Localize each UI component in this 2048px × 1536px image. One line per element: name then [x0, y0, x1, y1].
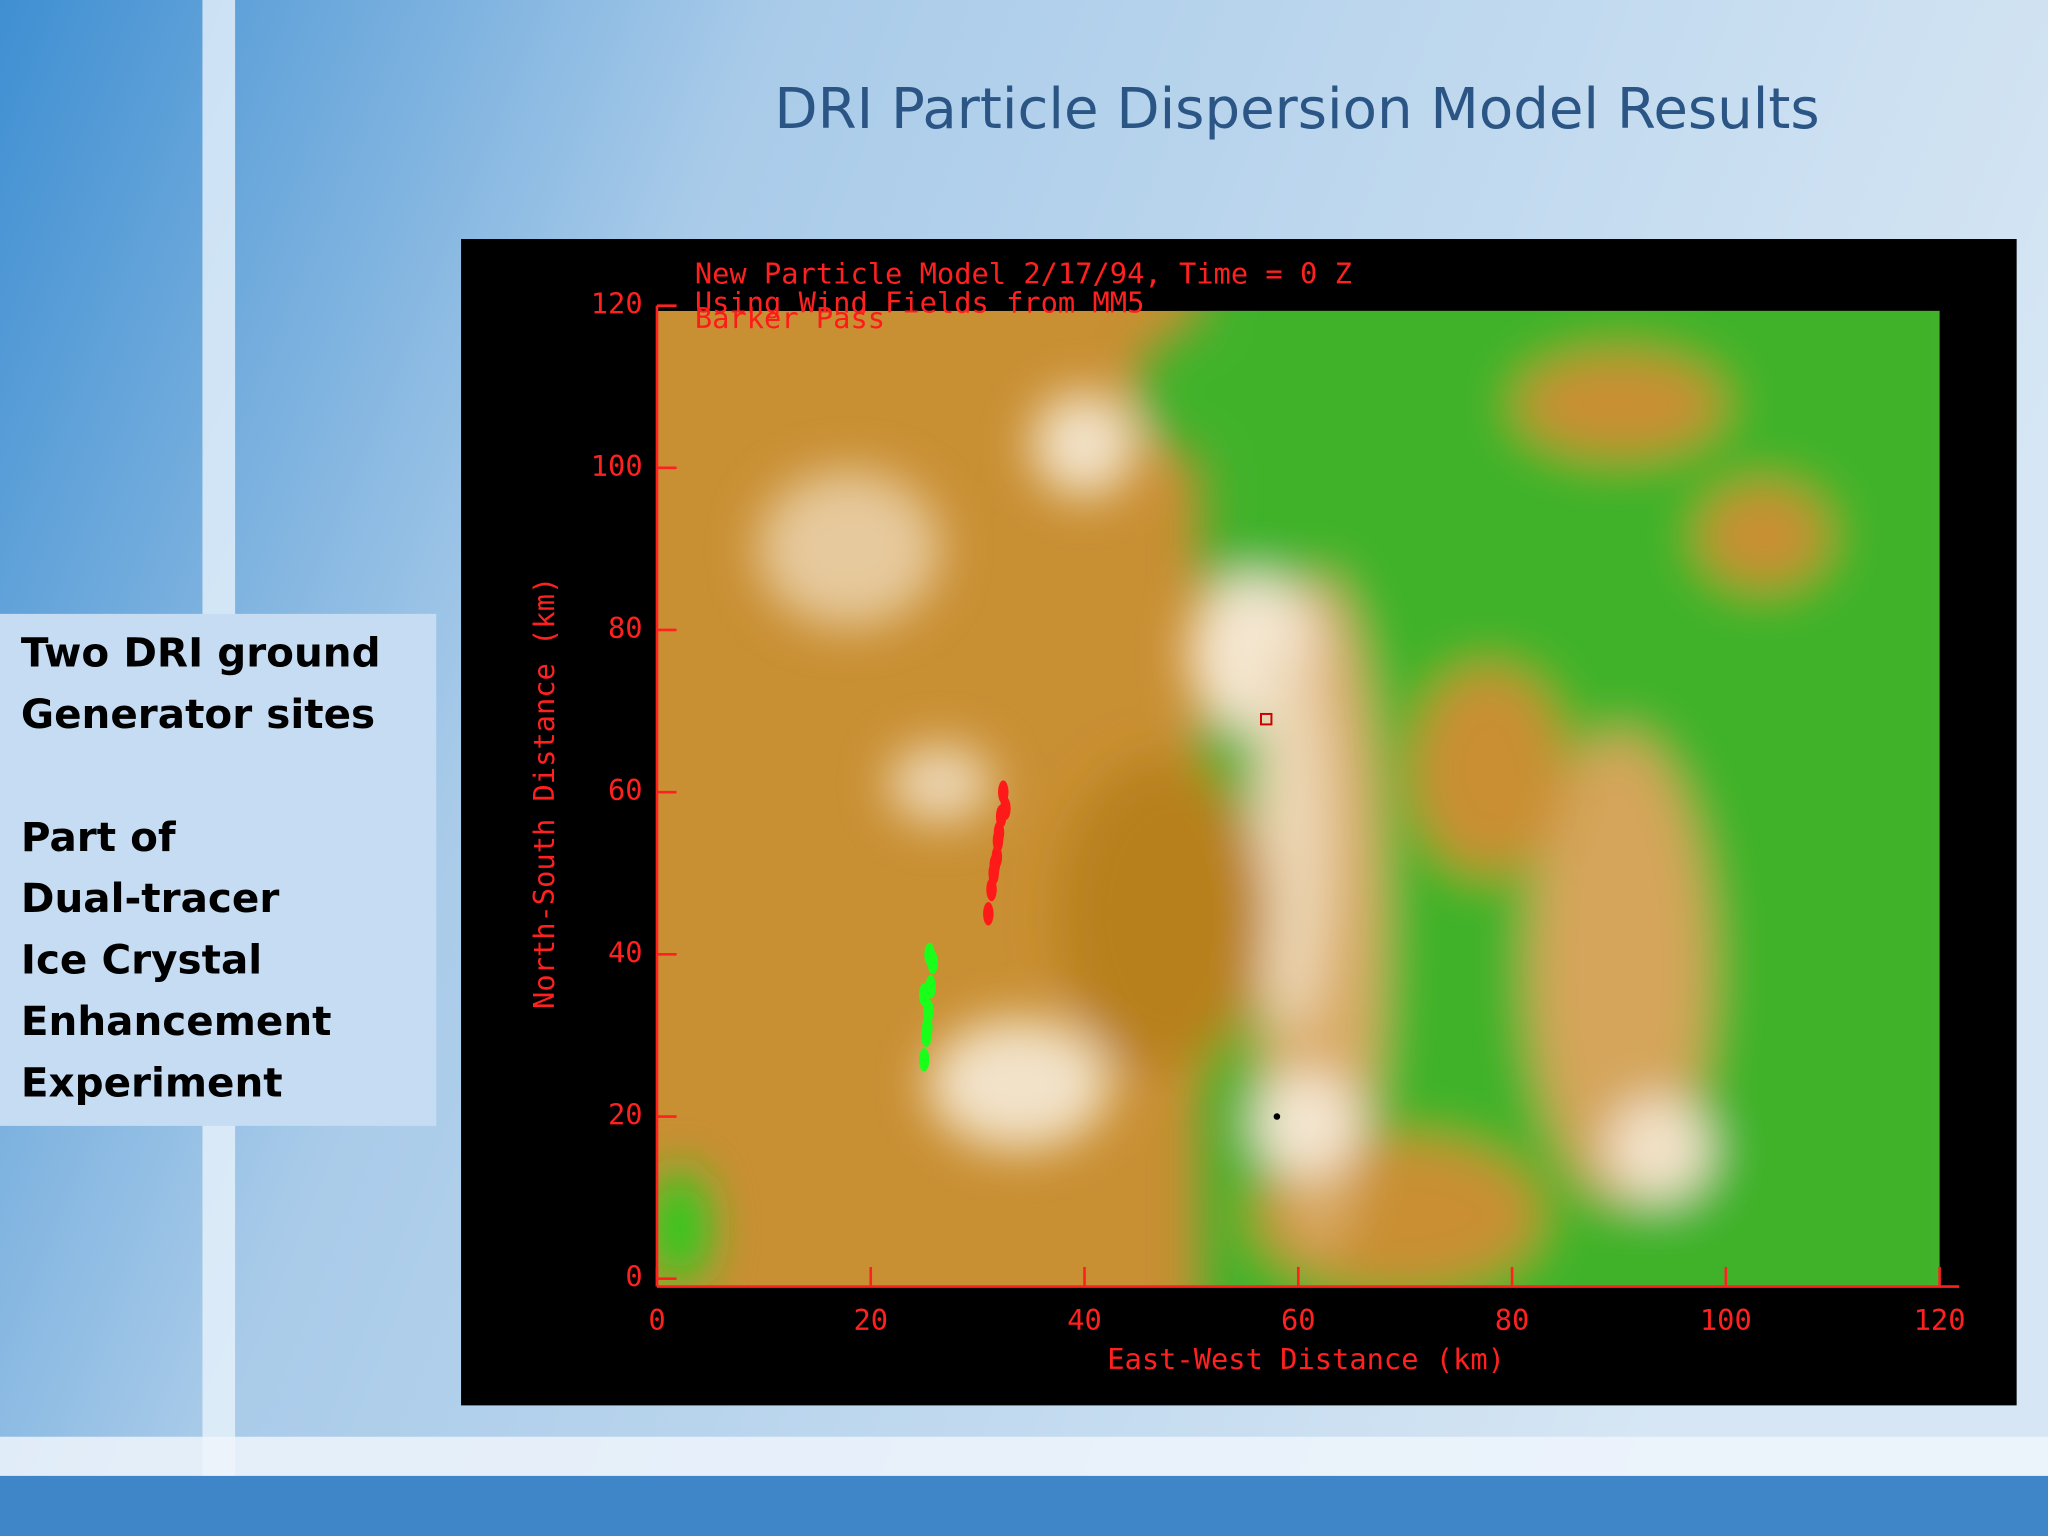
chart-title: Using Wind Fields from MM5: [695, 285, 1145, 319]
particle: [1000, 796, 1011, 821]
particle: [993, 820, 1005, 845]
x-tick-label: 80: [1495, 1303, 1530, 1337]
sidebar: [0, 613, 437, 1126]
sidebar-line: Two DRI ground: [21, 629, 381, 677]
particle: [922, 1015, 933, 1040]
sidebar-line: Experiment: [21, 1058, 283, 1106]
particle: [918, 1048, 930, 1072]
particle: [991, 845, 1003, 869]
decor-band: [0, 1475, 2048, 1536]
particle: [983, 902, 994, 926]
decor-band: [0, 1436, 2048, 1476]
chart-title: New Particle Model 2/17/94, Time = 0 Z: [695, 257, 1352, 291]
y-tick-label: 40: [608, 935, 643, 969]
x-tick-label: 0: [648, 1303, 665, 1337]
sidebar-text: Two DRI ground Generator sites Part of Dual…: [21, 629, 381, 1107]
terrain: [656, 310, 1940, 1287]
y-tick-label: 0: [625, 1260, 642, 1294]
x-axis-label: East-West Distance (km): [1107, 1342, 1505, 1376]
plot: 0 20 40 60 80 100 120 0 20 40 60 80 100 120 East-West …: [527, 257, 1966, 1376]
y-tick-label: 120: [591, 287, 643, 321]
legend-entry: Barker Pass: [695, 301, 885, 335]
y-axis-label: North-South Distance (km): [527, 577, 561, 1009]
y-tick-label: 60: [608, 773, 643, 807]
particle: [924, 942, 935, 967]
site-marker: [1260, 712, 1273, 726]
x-tick-label: 120: [1914, 1303, 1966, 1337]
sidebar-line: Dual-tracer: [21, 874, 279, 922]
x-tick-label: 60: [1281, 1303, 1316, 1337]
x-tick-label: 20: [853, 1303, 888, 1337]
sidebar-line: Ice Crystal: [21, 936, 262, 984]
y-tick-label: 20: [608, 1098, 643, 1132]
particle: [918, 983, 930, 1007]
site-marker: [1273, 1113, 1281, 1120]
sidebar-line: Part of: [21, 813, 176, 861]
y-tick-label: 100: [591, 449, 643, 483]
slide-title: DRI Particle Dispersion Model Results: [774, 77, 1819, 142]
x-tick-label: 40: [1067, 1303, 1102, 1337]
x-tick-label: 100: [1700, 1303, 1752, 1337]
sidebar-line: Enhancement: [21, 997, 332, 1045]
y-tick-label: 80: [608, 611, 643, 645]
sidebar-line: Generator sites: [21, 690, 375, 738]
